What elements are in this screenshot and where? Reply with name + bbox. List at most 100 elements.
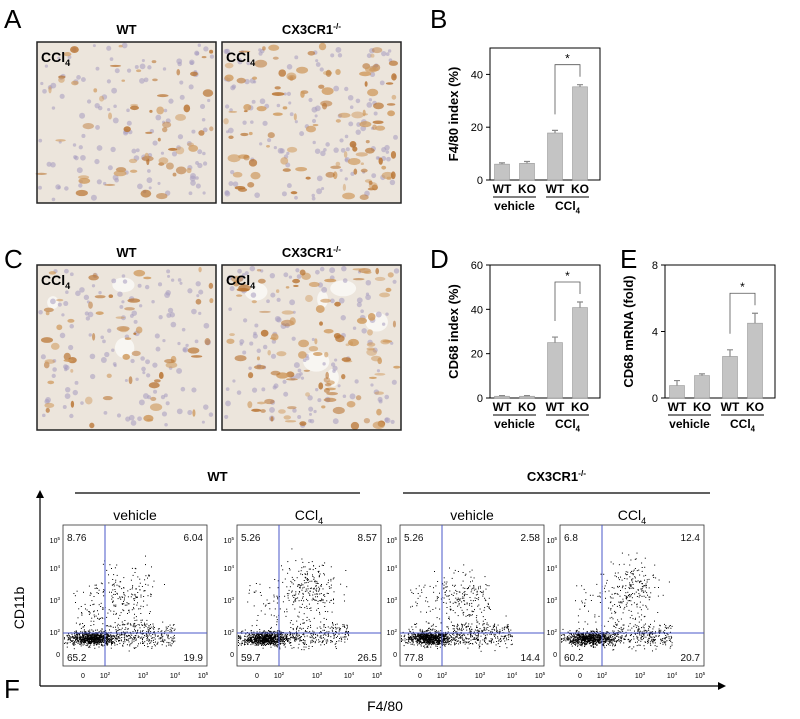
dot [67,639,69,641]
nucleus [344,177,348,181]
dot [299,584,301,586]
stain [321,87,334,95]
dot [321,599,323,601]
dot [145,635,147,637]
nucleus [386,156,391,162]
dot [103,642,105,643]
dot [110,641,112,643]
dot [436,640,438,642]
x-tick-label: 0 [81,673,85,680]
dot [132,574,134,576]
dot [426,634,428,636]
dot [265,633,267,635]
stain [227,154,241,163]
dot [447,595,449,597]
dot [132,585,134,587]
dot [484,576,486,578]
y-tick-label-text: 10 [224,598,232,605]
nucleus [391,379,397,385]
dot [113,585,115,587]
stain [116,325,130,332]
dot [309,595,311,596]
dot [74,631,76,633]
stain [385,82,394,85]
dot [162,635,164,637]
micrograph-label-text: CCl [226,272,250,288]
dot [480,587,481,589]
micrograph-frame [221,264,402,431]
x-tick-label: KO [693,400,711,414]
dot [294,580,296,582]
dot [259,642,261,644]
dot [507,626,509,628]
dot [435,645,437,647]
dot [297,584,299,586]
dot [239,635,241,637]
stain [56,324,63,331]
dot [88,643,90,645]
dot [414,637,416,639]
dot [270,634,272,636]
dot [432,642,434,644]
dot [296,631,297,633]
dot [274,645,276,647]
dot [276,621,278,623]
stain [377,357,383,365]
dot [88,635,90,636]
dot [409,639,411,641]
dot [143,626,145,628]
dot [112,600,114,602]
dot [436,617,438,619]
dot [153,628,155,630]
dot [260,640,262,642]
dot [315,641,316,643]
nucleus [153,389,158,394]
nucleus [42,413,46,418]
stain [305,392,311,397]
dot [275,638,277,640]
x-tick-label-text: 10 [312,673,320,680]
nucleus [314,105,321,112]
dot [506,637,507,639]
dot [478,633,479,635]
dot [437,581,439,582]
stain [63,352,71,361]
dot [157,641,159,643]
dot [83,634,85,636]
dot [275,643,276,645]
dot [301,558,303,560]
y-tick-label-text: 10 [224,566,232,573]
nucleus [107,107,111,112]
dot [332,624,334,626]
dot [262,643,264,645]
dot [84,633,86,635]
stain [236,77,246,84]
dot [113,610,115,612]
dot [258,640,260,642]
dot [458,598,460,600]
dot [318,570,320,572]
dot [330,580,332,582]
dot [312,576,314,577]
dot [482,620,484,622]
dot [447,626,449,628]
dot [108,609,110,611]
dot [80,631,82,633]
dot [484,639,486,641]
dot [332,641,333,643]
dot [114,637,116,639]
dot [130,624,132,626]
quadrant-value: 6.04 [184,533,204,544]
dot [271,637,273,639]
dot [79,637,81,639]
dot [153,644,155,646]
dot [488,597,490,599]
dot [94,647,96,649]
dot [329,601,331,603]
dot [462,642,464,644]
dot [288,599,290,601]
dot [472,639,474,640]
stain [308,346,319,352]
nucleus [296,274,302,279]
dot [266,643,268,644]
